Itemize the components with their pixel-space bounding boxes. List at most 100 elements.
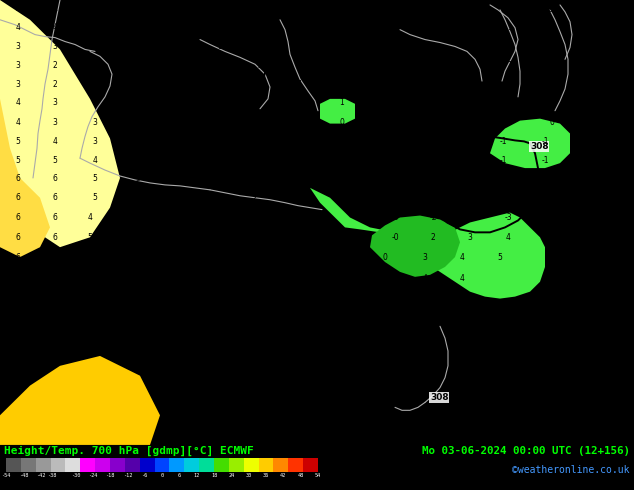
Text: Mo 03-06-2024 00:00 UTC (12+156): Mo 03-06-2024 00:00 UTC (12+156) (422, 446, 630, 456)
Text: -1: -1 (458, 156, 466, 165)
Text: 6: 6 (178, 473, 181, 478)
Text: 1: 1 (297, 42, 302, 51)
Text: 5: 5 (53, 156, 58, 165)
Text: 4: 4 (423, 274, 427, 283)
Text: -2: -2 (429, 213, 437, 222)
Text: 3: 3 (93, 23, 98, 32)
Text: -0: -0 (374, 174, 382, 183)
Text: 2: 2 (136, 118, 140, 127)
Bar (169, 458, 184, 472)
Text: 2: 2 (93, 42, 98, 51)
Text: 1: 1 (257, 156, 262, 165)
Text: 12: 12 (193, 473, 200, 478)
Text: 2: 2 (241, 233, 245, 242)
Text: -1: -1 (499, 156, 507, 165)
Text: 1: 1 (423, 61, 427, 70)
Text: 3: 3 (53, 98, 58, 107)
Text: 0: 0 (465, 79, 470, 89)
Text: 1: 1 (136, 79, 140, 89)
Polygon shape (370, 216, 460, 277)
Text: 1: 1 (216, 5, 221, 14)
Text: 1: 1 (217, 137, 223, 146)
Text: 3: 3 (162, 252, 167, 262)
Text: 0: 0 (340, 118, 344, 127)
Text: 5: 5 (87, 233, 93, 242)
Text: 2: 2 (383, 274, 387, 283)
Text: 7: 7 (16, 274, 20, 283)
Bar (273, 458, 288, 472)
Text: 4: 4 (136, 156, 141, 165)
Text: 2: 2 (241, 314, 245, 323)
Text: 308: 308 (430, 393, 449, 402)
Text: 2: 2 (176, 174, 181, 183)
Polygon shape (320, 99, 355, 123)
Text: 308: 308 (430, 393, 449, 402)
Text: 4: 4 (126, 233, 131, 242)
Text: 5: 5 (93, 193, 98, 202)
Text: 1: 1 (465, 23, 470, 32)
Text: 1: 1 (297, 79, 302, 89)
Text: 24: 24 (228, 473, 235, 478)
Polygon shape (0, 356, 160, 445)
Text: Height/Temp. 700 hPa [gdmp][°C] ECMWF: Height/Temp. 700 hPa [gdmp][°C] ECMWF (4, 446, 254, 456)
Text: -0: -0 (354, 233, 362, 242)
Text: 2: 2 (257, 98, 262, 107)
Text: 3: 3 (162, 233, 167, 242)
Text: 2: 2 (172, 7, 178, 16)
Bar (21, 458, 36, 472)
Text: 4: 4 (53, 23, 58, 32)
Text: 1: 1 (257, 23, 262, 32)
Text: 0: 0 (382, 137, 387, 146)
Text: 2: 2 (163, 314, 167, 323)
Text: 3: 3 (136, 5, 141, 14)
Text: -1: -1 (581, 156, 589, 165)
Text: 6: 6 (16, 334, 20, 343)
Text: 6: 6 (16, 193, 20, 202)
Bar (303, 458, 318, 472)
Text: 1: 1 (217, 79, 223, 89)
Text: 1: 1 (590, 98, 595, 107)
Text: 2: 2 (53, 79, 57, 89)
Text: 3: 3 (93, 5, 98, 14)
Text: -2: -2 (568, 174, 576, 183)
Text: 5: 5 (498, 252, 502, 262)
Text: -1: -1 (491, 174, 499, 183)
Text: 36: 36 (263, 473, 269, 478)
Text: 3: 3 (588, 5, 592, 14)
Bar (288, 458, 303, 472)
Text: 0: 0 (423, 98, 427, 107)
Text: 4: 4 (16, 118, 20, 127)
Text: 0: 0 (465, 98, 470, 107)
Text: 1: 1 (340, 137, 344, 146)
Text: 5: 5 (126, 294, 131, 303)
Text: 1: 1 (550, 23, 554, 32)
Text: 3: 3 (202, 233, 207, 242)
Text: 3: 3 (423, 252, 427, 262)
Text: -0: -0 (346, 274, 354, 283)
Text: 1: 1 (297, 61, 302, 70)
Text: 3: 3 (126, 314, 131, 323)
Text: 3: 3 (136, 174, 141, 183)
Text: 1: 1 (136, 61, 140, 70)
Text: 48: 48 (297, 473, 304, 478)
Bar (51, 458, 65, 472)
Text: -3: -3 (504, 213, 512, 222)
Text: -30: -30 (70, 473, 80, 478)
Text: 2: 2 (333, 193, 337, 202)
Text: 2: 2 (508, 5, 512, 14)
Text: 1: 1 (340, 79, 344, 89)
Text: 1: 1 (217, 174, 223, 183)
Polygon shape (490, 119, 570, 168)
Bar (243, 458, 259, 472)
Text: 6: 6 (16, 252, 20, 262)
Text: 1: 1 (626, 118, 630, 127)
Text: 42: 42 (280, 473, 287, 478)
Text: 3: 3 (176, 156, 181, 165)
Text: 3: 3 (240, 294, 245, 303)
Bar (199, 458, 214, 472)
Text: 1: 1 (340, 61, 344, 70)
Text: 1: 1 (176, 42, 181, 51)
Text: 3: 3 (53, 42, 58, 51)
Text: 0: 0 (550, 61, 555, 70)
Text: 2: 2 (252, 193, 257, 202)
